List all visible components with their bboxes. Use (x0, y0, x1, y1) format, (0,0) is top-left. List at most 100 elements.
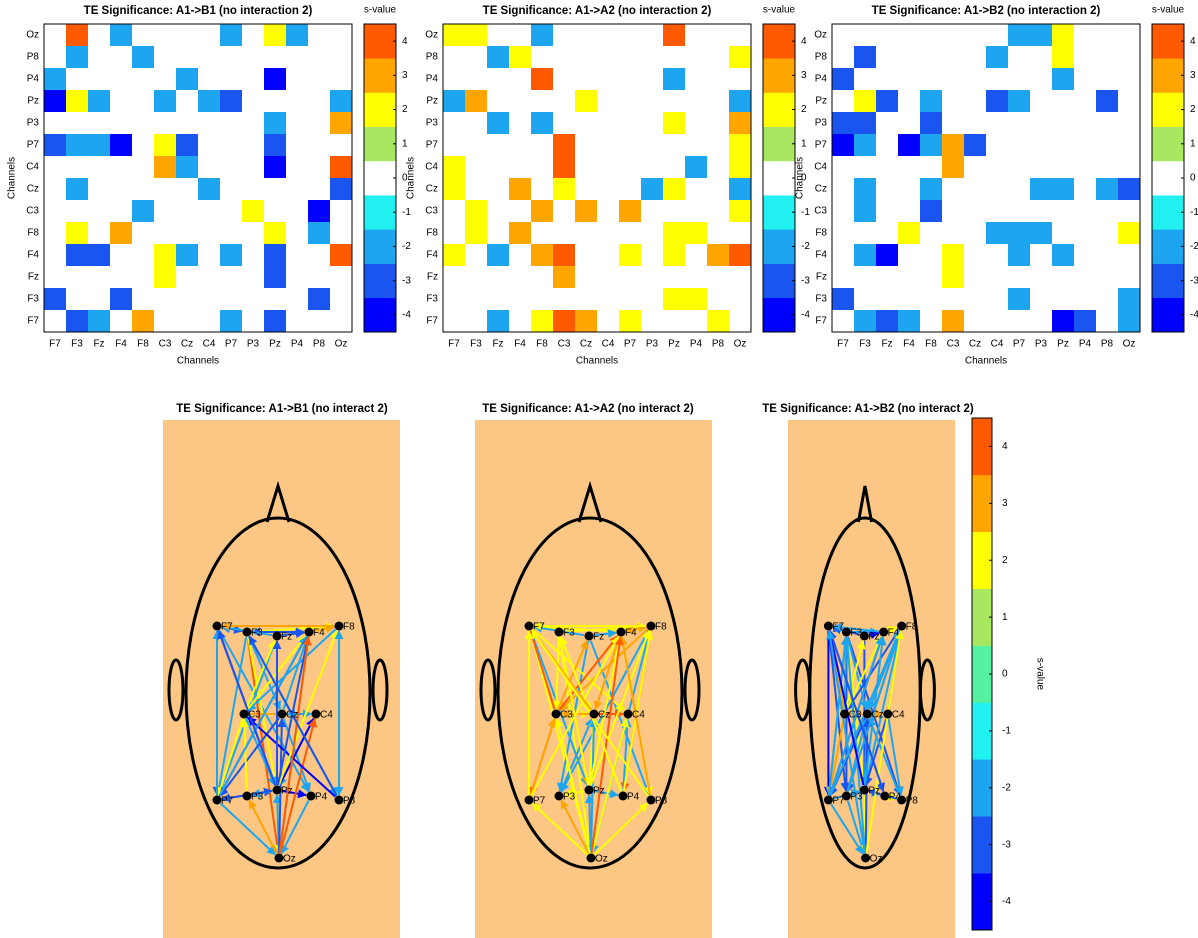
heatmap-cell (465, 134, 488, 157)
network-node (646, 795, 656, 805)
heatmap-cell (88, 200, 111, 223)
network-edge (863, 718, 888, 787)
heatmap-cell (308, 222, 331, 245)
heatmap-cell (443, 156, 466, 179)
heatmap-cell (641, 222, 664, 245)
colorbar-tick-label: 4 (1002, 441, 1008, 452)
y-tick-label: C4 (814, 162, 827, 173)
heatmap-cell (729, 178, 752, 201)
heatmap-cell (176, 156, 199, 179)
heatmap-cell (44, 24, 67, 47)
y-axis-label: Channels (7, 157, 18, 199)
heatmap-cell (553, 266, 576, 289)
heatmap-cell (242, 266, 265, 289)
heatmap-cell (308, 134, 331, 157)
node-label: Oz (283, 854, 296, 865)
colorbar-swatch (763, 229, 795, 264)
heatmap-cell (964, 68, 987, 91)
heatmap-cell (707, 24, 730, 47)
heatmap-cell (465, 178, 488, 201)
heatmap-cell (707, 178, 730, 201)
network-node (883, 709, 893, 719)
y-tick-label: F8 (27, 228, 39, 239)
heatmap-cell (1074, 310, 1097, 333)
network-edge (278, 636, 312, 854)
colorbar-swatch (1152, 58, 1184, 93)
network-node (277, 709, 287, 719)
heatmap-cell (44, 200, 67, 223)
colorbar-tick-label: -4 (1002, 896, 1011, 907)
heatmap-cell (286, 134, 309, 157)
x-tick-label: C4 (203, 339, 216, 350)
heatmap-cell (619, 244, 642, 267)
heatmap-cell (1074, 288, 1097, 311)
network-edge (554, 717, 591, 854)
network-edge (277, 636, 311, 786)
heatmap-cell (553, 244, 576, 267)
node-label: P7 (832, 796, 845, 807)
network-node (584, 785, 594, 795)
heatmap-cell (44, 178, 67, 201)
heatmap-cell (220, 46, 243, 69)
heatmap-cell (1008, 310, 1031, 333)
heatmap-cell (641, 46, 664, 69)
colorbar-tick-label: 1 (1002, 612, 1008, 623)
x-tick-label: P7 (225, 339, 238, 350)
x-tick-label: Fz (492, 339, 503, 350)
x-tick-label: Fz (93, 339, 104, 350)
network-edge (887, 718, 904, 796)
heatmap-cell (1074, 134, 1097, 157)
heatmap-cell (198, 244, 221, 267)
heatmap-cell (44, 310, 67, 333)
heatmap-cell (1052, 90, 1075, 113)
x-axis-label: Channels (576, 356, 618, 367)
heatmap-cell (509, 288, 532, 311)
heatmap-cell (575, 46, 598, 69)
heatmap-cell (986, 112, 1009, 135)
y-tick-label: P8 (426, 52, 439, 63)
heatmap-cell (443, 68, 466, 91)
colorbar-swatch (364, 297, 396, 333)
heatmap-cell (1074, 200, 1097, 223)
heatmap-cell (685, 288, 708, 311)
heatmap-cell (1118, 24, 1141, 47)
heatmap-cell (443, 178, 466, 201)
heatmap-cell (531, 266, 554, 289)
colorbar-swatch (1152, 229, 1184, 264)
heatmap-cell (553, 90, 576, 113)
network-node (589, 709, 599, 719)
x-tick-label: Pz (668, 339, 680, 350)
heatmap-cell (876, 90, 899, 113)
heatmap-cell (465, 288, 488, 311)
colorbar-label: s-value (1034, 658, 1045, 691)
heatmap-cell (729, 68, 752, 91)
heatmap-cell (685, 112, 708, 135)
heatmap-cell (242, 288, 265, 311)
colorbar-tick-label: -2 (402, 241, 411, 252)
network-edge (589, 636, 623, 786)
heatmap-cell (964, 288, 987, 311)
colorbar-tick-label: -3 (1002, 839, 1011, 850)
network-edge (590, 636, 624, 854)
heatmap-cell (553, 112, 576, 135)
heatmap-cell (575, 68, 598, 91)
heatmap-cell (619, 310, 642, 333)
colorbar-tick-label: -4 (402, 310, 411, 321)
heatmap-cell (942, 288, 965, 311)
heatmap-cell (154, 24, 177, 47)
network-edge (846, 629, 900, 711)
heatmap-cell (729, 200, 752, 223)
heatmap-cell (308, 244, 331, 267)
heatmap-cell (242, 24, 265, 47)
heatmap-cell (1118, 90, 1141, 113)
heatmap-cell (88, 266, 111, 289)
heatmap-cell (220, 310, 243, 333)
heatmap-cell (920, 244, 943, 267)
node-label: C3 (248, 710, 261, 721)
heatmap-cell (685, 24, 708, 47)
heatmap-cell (44, 68, 67, 91)
heatmap-cell (729, 244, 752, 267)
plot-frame (831, 23, 1141, 333)
node-label: P4 (627, 792, 640, 803)
colorbar-swatch (763, 195, 795, 230)
